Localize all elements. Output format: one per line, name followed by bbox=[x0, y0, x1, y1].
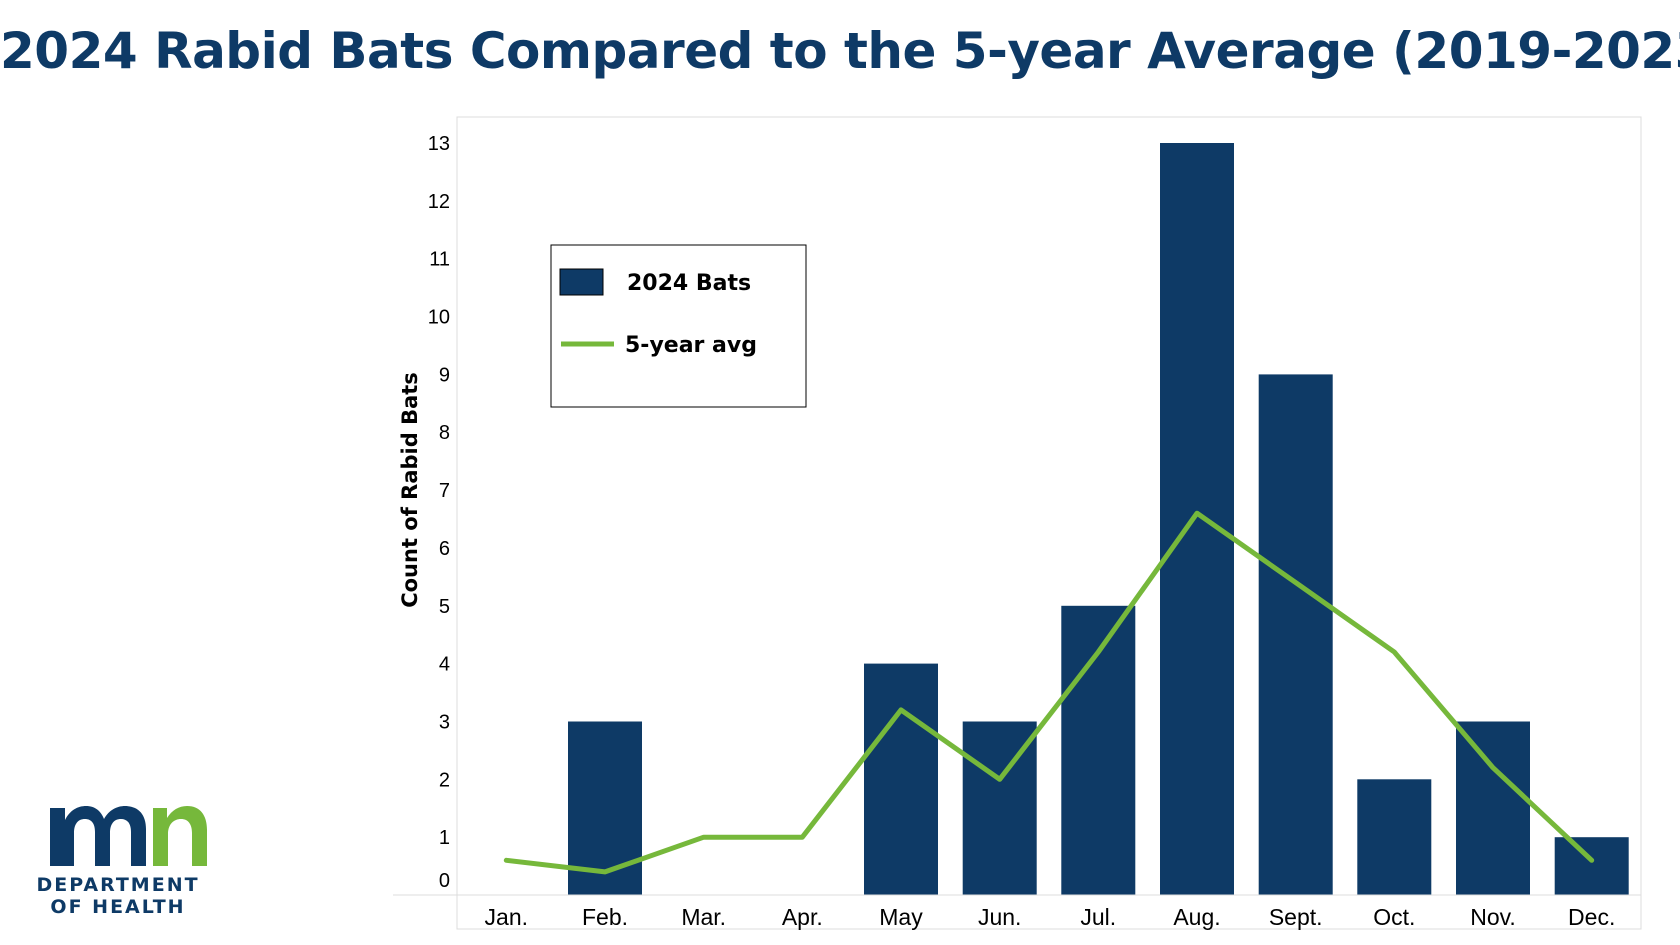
y-tick-label: 3 bbox=[439, 712, 450, 734]
bar-aug bbox=[1160, 143, 1234, 895]
x-tick-label: Dec. bbox=[1568, 904, 1615, 930]
bar-feb bbox=[568, 721, 642, 895]
mn-logo-mark bbox=[50, 806, 207, 866]
y-tick-label: 13 bbox=[428, 133, 450, 155]
y-axis-label: Count of Rabid Bats bbox=[398, 372, 422, 608]
bar-nov bbox=[1456, 721, 1530, 895]
y-tick-label: 1 bbox=[439, 827, 450, 849]
bar-oct bbox=[1357, 779, 1432, 895]
plot-frame bbox=[456, 116, 1642, 930]
logo-text-of-health: OF HEALTH bbox=[50, 896, 186, 918]
bar-sept bbox=[1258, 374, 1333, 895]
y-tick-label: 6 bbox=[439, 538, 450, 560]
x-tick-label: Apr. bbox=[782, 904, 823, 930]
x-tick-label: Nov. bbox=[1470, 904, 1516, 930]
mn-logo-m bbox=[50, 806, 146, 866]
x-tick-label: May bbox=[879, 904, 923, 930]
y-tick-label: 8 bbox=[439, 422, 450, 444]
x-tick-label: Oct. bbox=[1373, 904, 1415, 930]
y-tick-label: 0 bbox=[439, 870, 450, 892]
mn-logo-n bbox=[153, 806, 207, 866]
x-tick-label: Jun. bbox=[978, 904, 1021, 930]
x-tick-label: Sept. bbox=[1269, 904, 1323, 930]
y-tick-label: 12 bbox=[428, 191, 450, 213]
y-tick-label: 9 bbox=[439, 364, 450, 386]
x-tick-label: Jul. bbox=[1080, 904, 1116, 930]
bar-may bbox=[864, 663, 938, 895]
x-tick-label: Feb. bbox=[582, 904, 628, 930]
legend-label-line: 5-year avg bbox=[625, 333, 757, 358]
y-tick-label: 5 bbox=[439, 596, 450, 618]
legend: 2024 Bats 5-year avg bbox=[550, 244, 807, 408]
y-tick-label: 4 bbox=[439, 654, 450, 676]
x-tick-label: Aug. bbox=[1173, 904, 1220, 930]
mn-department-of-health-logo: DEPARTMENT OF HEALTH bbox=[28, 796, 208, 926]
bar-dec bbox=[1554, 837, 1629, 895]
logo-text-department: DEPARTMENT bbox=[36, 874, 200, 896]
x-tick-label: Jan. bbox=[485, 904, 528, 930]
y-tick-label: 11 bbox=[429, 249, 450, 271]
five-year-avg-line bbox=[503, 510, 1595, 875]
chart-title: 2024 Rabid Bats Compared to the 5-year A… bbox=[0, 22, 1680, 80]
legend-label-bars: 2024 Bats bbox=[627, 271, 751, 296]
y-tick-label: 2 bbox=[439, 769, 450, 791]
y-tick-label: 7 bbox=[439, 480, 450, 502]
legend-swatch-bars bbox=[559, 268, 604, 296]
x-axis-ticks: Jan. Feb. Mar. Apr. May Jun. Jul. Aug. Sept. Oct.… bbox=[485, 904, 1616, 930]
y-tick-label: 10 bbox=[428, 307, 450, 329]
x-tick-label: Mar. bbox=[681, 904, 726, 930]
